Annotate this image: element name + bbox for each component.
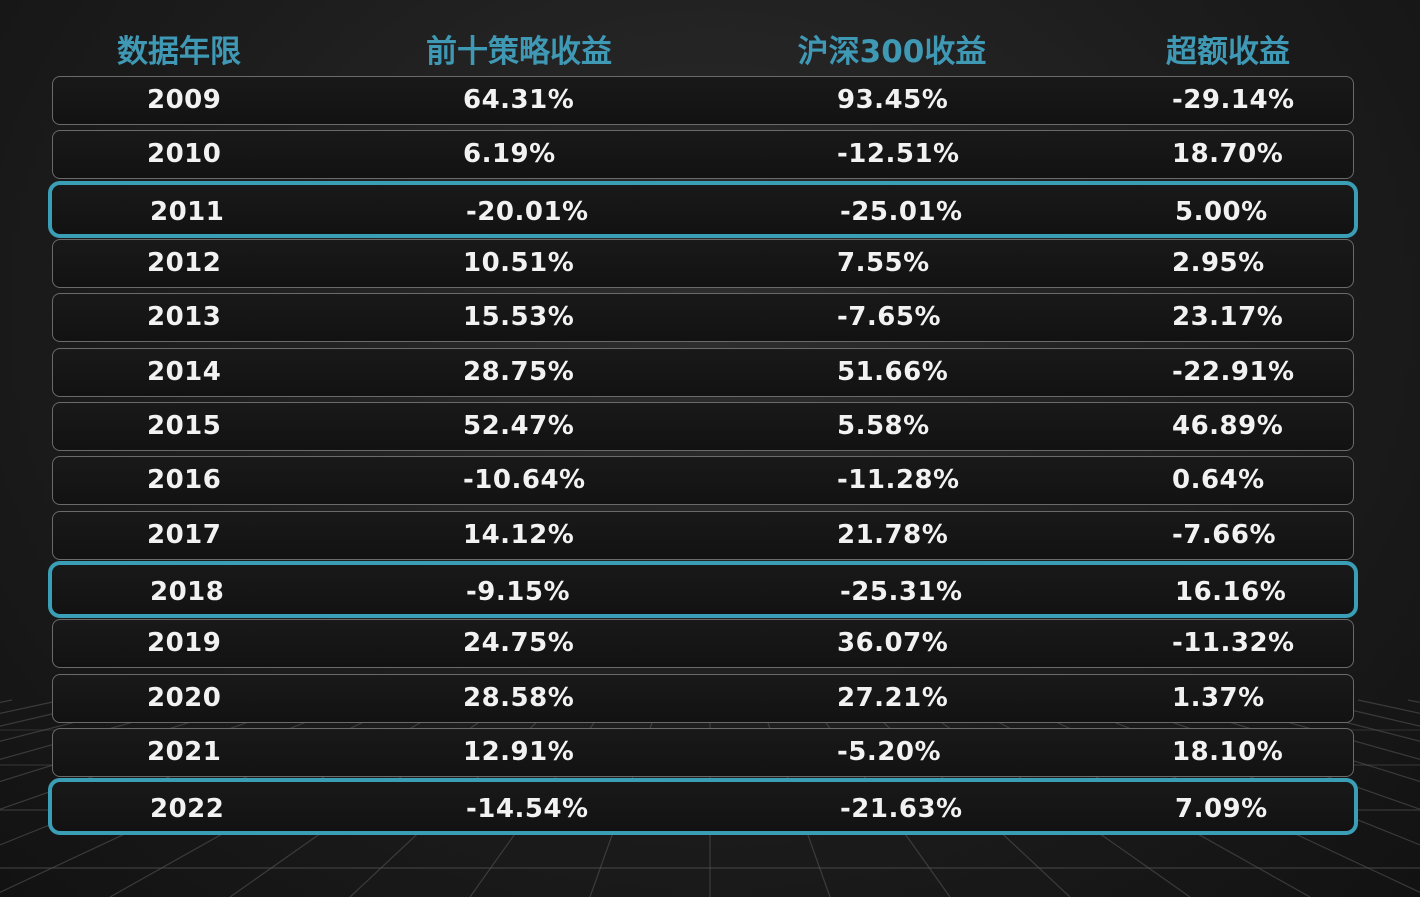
cell-strategy-return: 28.75%: [463, 356, 575, 387]
cell-csi300-return: 51.66%: [837, 356, 949, 387]
cell-year: 2010: [147, 139, 222, 170]
table-row: 2014 28.75% 51.66% -22.91%: [52, 347, 1354, 397]
header-year: 数据年限: [117, 34, 241, 70]
cell-csi300-return: 7.55%: [837, 248, 930, 279]
cell-excess-return: 18.10%: [1172, 737, 1284, 768]
cell-strategy-return: 28.58%: [463, 682, 575, 713]
cell-year: 2009: [147, 85, 222, 115]
table-row: 2017 14.12% 21.78% -7.66%: [52, 510, 1354, 560]
cell-excess-return: 18.70%: [1172, 139, 1284, 170]
table-row: 2021 12.91% -5.20% 18.10%: [52, 728, 1354, 778]
cell-excess-return: 5.00%: [1175, 196, 1268, 227]
table-row: 2020 28.58% 27.21% 1.37%: [52, 673, 1354, 723]
cell-strategy-return: -14.54%: [466, 794, 589, 825]
header-strategy-return: 前十策略收益: [426, 34, 612, 70]
cell-csi300-return: 27.21%: [837, 682, 949, 713]
cell-year: 2016: [147, 465, 222, 496]
cell-strategy-return: 24.75%: [463, 628, 575, 659]
cell-strategy-return: -9.15%: [466, 577, 570, 608]
cell-year: 2015: [147, 411, 222, 442]
cell-strategy-return: -10.64%: [463, 465, 586, 496]
table-row: 2019 24.75% 36.07% -11.32%: [52, 619, 1354, 669]
cell-csi300-return: -25.01%: [840, 196, 963, 227]
cell-csi300-return: -25.31%: [840, 577, 963, 608]
cell-strategy-return: 14.12%: [463, 519, 575, 550]
cell-year: 2017: [147, 519, 222, 550]
cell-year: 2022: [150, 794, 225, 825]
cell-strategy-return: 64.31%: [463, 85, 575, 115]
cell-year: 2012: [147, 248, 222, 279]
cell-excess-return: 2.95%: [1172, 248, 1265, 279]
cell-excess-return: 23.17%: [1172, 302, 1284, 333]
cell-strategy-return: 6.19%: [463, 139, 556, 170]
cell-csi300-return: -11.28%: [837, 465, 960, 496]
cell-strategy-return: 10.51%: [463, 248, 575, 279]
cell-csi300-return: -21.63%: [840, 794, 963, 825]
table-row-highlighted: 2022 -14.54% -21.63% 7.09%: [48, 778, 1358, 836]
cell-year: 2018: [150, 577, 225, 608]
cell-csi300-return: -12.51%: [837, 139, 960, 170]
table-row: 2009 64.31% 93.45% -29.14%: [52, 76, 1354, 125]
cell-year: 2011: [150, 196, 225, 227]
cell-year: 2020: [147, 682, 222, 713]
cell-year: 2013: [147, 302, 222, 333]
table-row: 2016 -10.64% -11.28% 0.64%: [52, 456, 1354, 506]
cell-strategy-return: 52.47%: [463, 411, 575, 442]
cell-excess-return: -29.14%: [1172, 85, 1295, 115]
table-header-row: 数据年限 前十策略收益 沪深300收益 超额收益: [52, 28, 1354, 76]
cell-csi300-return: 5.58%: [837, 411, 930, 442]
cell-year: 2019: [147, 628, 222, 659]
cell-excess-return: 7.09%: [1175, 794, 1268, 825]
cell-year: 2021: [147, 737, 222, 768]
cell-csi300-return: -5.20%: [837, 737, 941, 768]
table-row-highlighted: 2011 -20.01% -25.01% 5.00%: [48, 180, 1358, 238]
table-row: 2012 10.51% 7.55% 2.95%: [52, 239, 1354, 289]
cell-csi300-return: -7.65%: [837, 302, 941, 333]
cell-excess-return: 1.37%: [1172, 682, 1265, 713]
cell-excess-return: -7.66%: [1172, 519, 1276, 550]
table-row: 2010 6.19% -12.51% 18.70%: [52, 130, 1354, 180]
cell-year: 2014: [147, 356, 222, 387]
cell-csi300-return: 36.07%: [837, 628, 949, 659]
header-csi300-return: 沪深300收益: [797, 34, 987, 70]
table-row-highlighted: 2018 -9.15% -25.31% 16.16%: [48, 561, 1358, 619]
cell-strategy-return: 12.91%: [463, 737, 575, 768]
cell-csi300-return: 21.78%: [837, 519, 949, 550]
table-row: 2015 52.47% 5.58% 46.89%: [52, 402, 1354, 452]
cell-excess-return: -11.32%: [1172, 628, 1295, 659]
cell-excess-return: 46.89%: [1172, 411, 1284, 442]
cell-csi300-return: 93.45%: [837, 85, 949, 115]
cell-excess-return: -22.91%: [1172, 356, 1295, 387]
cell-excess-return: 0.64%: [1172, 465, 1265, 496]
table-body: 2009 64.31% 93.45% -29.14% 2010 6.19% -12.51% 1…: [48, 76, 1358, 837]
cell-strategy-return: 15.53%: [463, 302, 575, 333]
header-excess-return: 超额收益: [1166, 34, 1290, 70]
cell-excess-return: 16.16%: [1175, 577, 1287, 608]
table-row: 2013 15.53% -7.65% 23.17%: [52, 293, 1354, 343]
cell-strategy-return: -20.01%: [466, 196, 589, 227]
